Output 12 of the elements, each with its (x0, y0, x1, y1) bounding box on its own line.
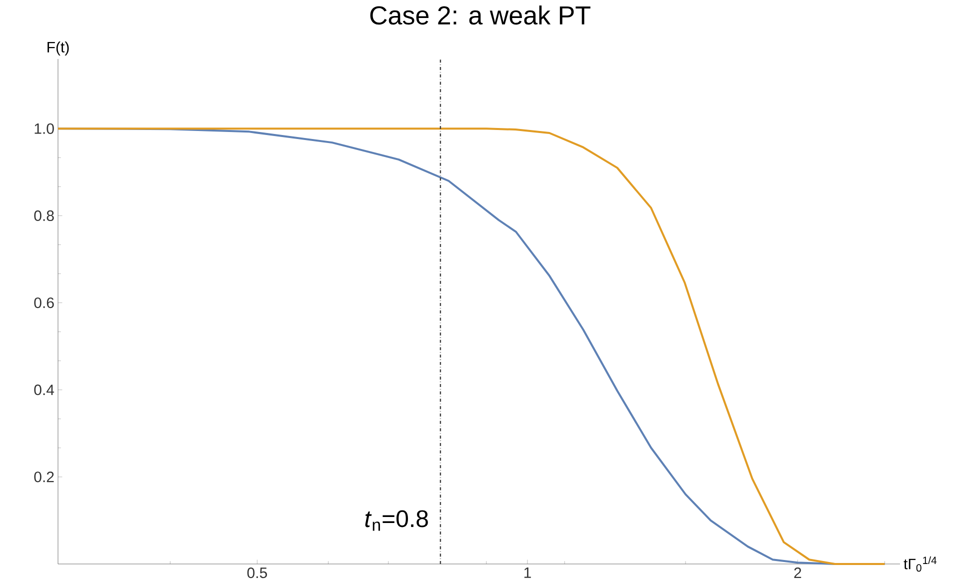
y-axis-title: F(t) (48, 41, 69, 56)
x-axis-title: tΓ$_{0}$1/4 (904, 556, 937, 572)
x-tick-label: 2 (794, 568, 802, 578)
y-tick-label: 0.2 (34, 472, 54, 482)
y-tick-label: 0.4 (34, 384, 54, 396)
y-tick-label: 0.8 (34, 210, 54, 222)
x-tick-label: 1 (524, 568, 531, 578)
chart-title: Case 2: a weak PT (370, 6, 590, 25)
x-tick-label: 0.5 (247, 568, 267, 578)
annotation: t$_{n}$=0.8 (365, 510, 428, 531)
y-tick-label: 1.0 (34, 123, 54, 134)
y-tick-label: 0.6 (34, 297, 54, 308)
